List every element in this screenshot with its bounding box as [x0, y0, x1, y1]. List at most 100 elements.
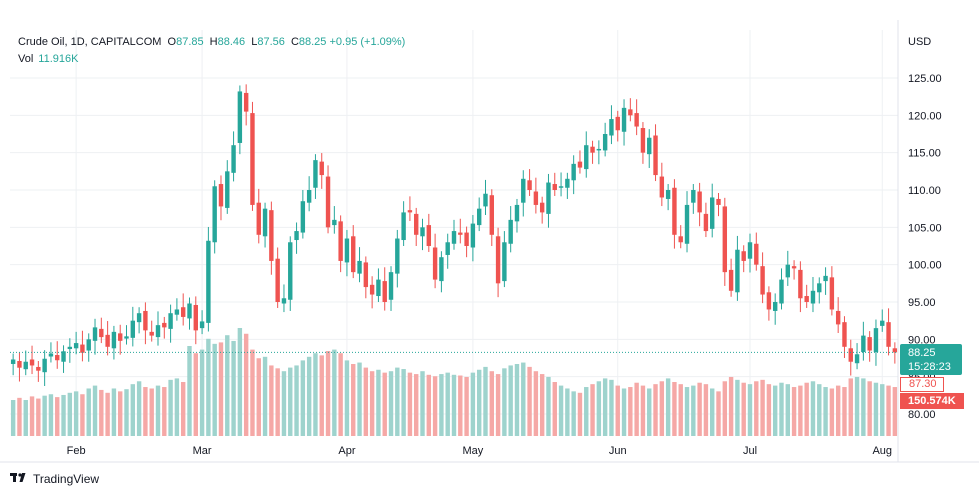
- volume-bar: [67, 392, 73, 436]
- candle-body: [180, 307, 186, 317]
- volume-bar: [382, 372, 387, 436]
- change-value: +0.95 (+1.09%): [329, 36, 406, 48]
- candle-body: [29, 359, 35, 366]
- candle-body: [155, 325, 161, 338]
- high-value: 88.46: [217, 36, 246, 48]
- candle-body: [527, 180, 532, 190]
- y-tick-label: 90.00: [908, 334, 936, 346]
- volume-bar: [609, 379, 614, 436]
- ohlc-row: Crude Oil, 1D, CAPITALCOM O87.85 H88.46 …: [18, 34, 405, 51]
- candle-body: [577, 161, 583, 168]
- candle-body: [697, 191, 702, 213]
- candle-body: [130, 320, 136, 338]
- candle-body: [269, 210, 274, 261]
- branding[interactable]: TradingView: [10, 472, 99, 486]
- candle-body: [338, 221, 343, 261]
- candle-body: [653, 135, 658, 176]
- volume-bar: [848, 378, 853, 436]
- candle-body: [880, 320, 885, 326]
- candle-body: [162, 322, 167, 328]
- volume-bar: [640, 385, 646, 436]
- candle-body: [823, 275, 828, 282]
- x-tick-label: May: [463, 445, 484, 457]
- candle-body: [609, 119, 614, 136]
- volume-bar: [464, 376, 469, 436]
- candle-body: [17, 360, 22, 368]
- volume-bar: [483, 366, 488, 436]
- volume-bar: [237, 328, 243, 436]
- candle-body: [288, 242, 293, 300]
- volume-bar: [143, 387, 148, 436]
- volume-bar: [149, 388, 154, 436]
- volume-bar: [602, 378, 608, 436]
- volume-bar: [470, 372, 476, 436]
- candle-body: [533, 191, 539, 205]
- volume-bar: [256, 358, 261, 436]
- volume-bar: [659, 381, 665, 436]
- volume-bar: [502, 368, 507, 436]
- volume-bar: [521, 362, 526, 436]
- volume-bar: [539, 374, 545, 436]
- candle-body: [798, 269, 803, 299]
- volume-bar: [300, 360, 306, 436]
- volume-bar: [785, 384, 790, 436]
- candle-body: [218, 184, 224, 207]
- candle-body: [369, 284, 375, 295]
- candle-body: [357, 260, 362, 274]
- candle-body: [363, 262, 369, 288]
- close-label: C: [290, 36, 299, 48]
- candle-body: [558, 186, 564, 188]
- volume-bar: [395, 367, 400, 436]
- last-price-tag: 88.25 15:28:23: [900, 344, 962, 375]
- volume-bar: [29, 396, 35, 436]
- volume-bar: [476, 369, 482, 436]
- volume-bar: [791, 387, 797, 436]
- volume-tag: 150.574K: [900, 393, 964, 409]
- volume-bar: [754, 381, 759, 436]
- volume-bar: [86, 388, 91, 436]
- chart-legend: Crude Oil, 1D, CAPITALCOM O87.85 H88.46 …: [18, 34, 405, 68]
- candle-body: [470, 223, 476, 248]
- candle-body: [445, 242, 450, 255]
- candle-body: [810, 290, 816, 304]
- volume-bar: [451, 374, 457, 436]
- volume-bar: [766, 384, 772, 436]
- bar-countdown: 15:28:23: [908, 361, 951, 373]
- volume-bar: [168, 379, 173, 436]
- volume-bar: [193, 353, 198, 436]
- candle-body: [766, 292, 772, 310]
- volume-bar: [388, 371, 394, 436]
- volume-bar: [155, 385, 161, 436]
- volume-bar: [710, 388, 715, 436]
- candle-body: [395, 238, 400, 274]
- volume-bar: [867, 381, 872, 436]
- volume-bar: [73, 391, 79, 436]
- candle-body: [105, 334, 110, 347]
- volume-bar: [445, 372, 450, 436]
- time-axis[interactable]: Feb Mar Apr May Jun Jul Aug: [67, 445, 892, 457]
- volume-bar: [262, 356, 268, 436]
- volume-row: Vol 11.916K: [18, 51, 405, 68]
- volume-bar: [596, 381, 602, 436]
- volume-bar: [212, 343, 217, 436]
- candle-body: [785, 264, 790, 278]
- candle-body: [495, 236, 501, 284]
- candle-body: [678, 236, 683, 243]
- candle-body: [136, 313, 142, 323]
- volume-bar: [653, 384, 658, 436]
- volume-bar: [118, 391, 123, 436]
- candle-body: [401, 212, 406, 241]
- tradingview-logo-icon: [10, 472, 28, 486]
- candle-body: [111, 331, 117, 349]
- volume-bar: [369, 371, 375, 436]
- candle-body: [48, 353, 54, 357]
- candle-body: [835, 310, 841, 325]
- candle-body: [439, 257, 444, 282]
- volume-bar: [48, 394, 54, 436]
- volume-bar: [426, 374, 432, 436]
- candle-body: [225, 171, 230, 208]
- symbol-title[interactable]: Crude Oil, 1D, CAPITALCOM: [18, 36, 162, 48]
- candle-body: [458, 232, 463, 235]
- candle-body: [741, 251, 746, 261]
